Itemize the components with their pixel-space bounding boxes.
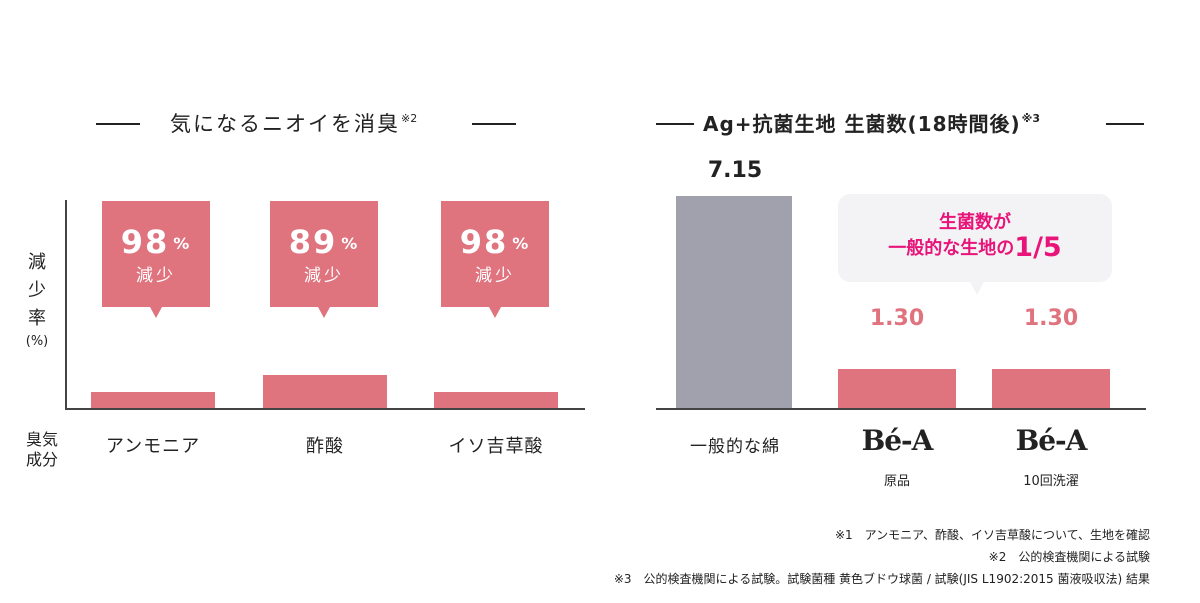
category-label: 酢酸: [306, 436, 344, 457]
annotation-value: 1/5: [1014, 232, 1062, 263]
reduction-callout: 98% 減少: [102, 201, 210, 318]
reduction-number: 89: [288, 223, 338, 261]
y-axis: [65, 200, 67, 410]
reduction-unit: %: [173, 234, 192, 253]
reduction-value: 89%: [270, 223, 378, 261]
bar-isovaleric-acid: [434, 392, 558, 408]
title-rule-right: [472, 123, 516, 125]
footnote-1: ※1 アンモニア、酢酸、イソ吉草酸について、生地を確認: [834, 528, 1150, 542]
reduction-value: 98%: [102, 223, 210, 261]
reduction-suffix: 減少: [475, 266, 515, 286]
reduction-suffix: 減少: [136, 266, 176, 286]
reduction-number: 98: [120, 223, 170, 261]
right-chart-title: Ag+抗菌生地 生菌数(18時間後)※3: [703, 112, 1040, 136]
bar-regular-cotton: [676, 196, 792, 408]
y-axis-label-char: 減: [28, 252, 46, 273]
title-rule-left: [656, 123, 694, 125]
footnote-2: ※2 公的検査機関による試験: [988, 550, 1150, 564]
bar-ammonia: [91, 392, 215, 408]
reduction-callout: 98% 減少: [441, 201, 549, 318]
x-axis-label-line: 臭気: [25, 430, 58, 449]
annotation-line2: 一般的な生地の1/5: [838, 232, 1112, 263]
reduction-unit: %: [512, 234, 531, 253]
title-rule-left: [96, 123, 140, 125]
left-chart-title: 気になるニオイを消臭※2: [170, 112, 418, 136]
category-sublabel: 原品: [883, 474, 910, 489]
y-axis-label-char: 少: [28, 280, 46, 301]
bar-bea-washed: [992, 369, 1110, 408]
reduction-value: 98%: [441, 223, 549, 261]
reduction-unit: %: [341, 234, 360, 253]
x-axis: [656, 408, 1146, 410]
category-label: イソ吉草酸: [448, 436, 544, 457]
bea-logo: Bé-A: [861, 424, 934, 457]
category-label: 一般的な綿: [690, 437, 780, 457]
value-label: 7.15: [707, 158, 763, 183]
reduction-callout: 89% 減少: [270, 201, 378, 318]
bar-bea-original: [838, 369, 956, 408]
annotation-prefix: 一般的な生地の: [888, 238, 1015, 259]
reduction-number: 98: [459, 223, 509, 261]
reduction-suffix: 減少: [304, 266, 344, 286]
bea-logo: Bé-A: [1015, 424, 1088, 457]
annotation-line1: 生菌数が: [939, 212, 1011, 233]
title-rule-right: [1106, 123, 1144, 125]
bar-acetic-acid: [263, 375, 387, 408]
value-label: 1.30: [1023, 306, 1079, 331]
x-axis: [65, 408, 585, 410]
y-axis-unit: (%): [25, 334, 49, 349]
footnote-3: ※3 公的検査機関による試験。試験菌種 黄色ブドウ球菌 / 試験(JIS L19…: [613, 572, 1150, 586]
value-label: 1.30: [869, 306, 925, 331]
category-label: アンモニア: [105, 436, 201, 457]
annotation-bubble: 生菌数が 一般的な生地の1/5: [838, 194, 1112, 295]
x-axis-label-line: 成分: [25, 450, 58, 469]
category-sublabel: 10回洗濯: [1023, 474, 1079, 489]
y-axis-label-char: 率: [28, 308, 46, 329]
